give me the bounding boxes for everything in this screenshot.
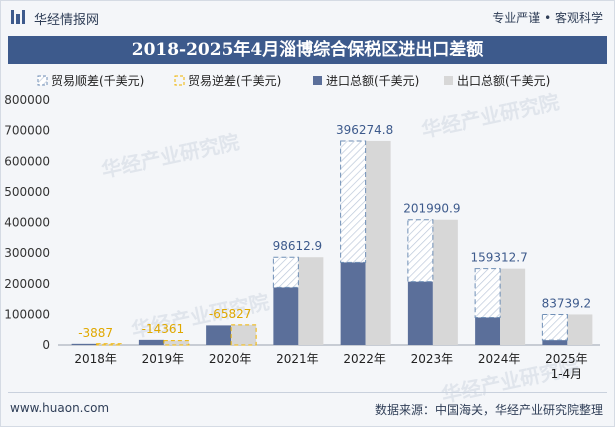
legend-swatch-import xyxy=(313,76,322,85)
header: 华经情报网 专业严谨 • 客观科学 xyxy=(0,0,615,34)
export-bar xyxy=(298,257,324,345)
legend-label: 贸易逆差(千美元) xyxy=(188,73,281,88)
brand-name: 华经情报网 xyxy=(34,13,100,28)
y-tick-label: 700000 xyxy=(4,124,50,138)
export-bar xyxy=(96,343,122,345)
import-bar xyxy=(340,262,366,345)
import-bar xyxy=(71,343,97,345)
import-bar xyxy=(542,340,568,345)
import-bar xyxy=(475,317,501,345)
import-bar xyxy=(273,287,299,345)
x-tick-label: 2020年 xyxy=(209,352,252,366)
x-tick-label: 2025年 xyxy=(545,352,588,366)
x-tick-label: 2024年 xyxy=(478,352,521,366)
x-tick-label: 2023年 xyxy=(411,352,454,366)
surplus-bar xyxy=(541,313,568,341)
surplus-bar xyxy=(474,268,501,318)
balance-data-label: -65827 xyxy=(209,307,252,321)
legend-swatch-surplus xyxy=(37,75,48,86)
legend-swatch-deficit xyxy=(174,75,185,86)
brand-logo-icon xyxy=(11,10,25,24)
y-tick-label: 500000 xyxy=(4,185,50,199)
legend-swatch-export xyxy=(444,76,453,85)
x-tick-label: 2019年 xyxy=(142,352,185,366)
export-bar xyxy=(231,324,257,345)
import-bar xyxy=(407,281,433,345)
legend-label: 进口总额(千美元) xyxy=(326,74,419,88)
y-tick-label: 300000 xyxy=(4,246,50,260)
balance-data-label: 98612.9 xyxy=(273,239,323,253)
y-tick-label: 200000 xyxy=(4,277,50,291)
export-bar xyxy=(365,140,391,345)
y-tick-label: 100000 xyxy=(4,307,50,321)
x-tick-label: 1-4月 xyxy=(551,367,583,381)
y-tick-label: 800000 xyxy=(4,93,50,107)
balance-data-label: -3887 xyxy=(78,326,113,340)
export-bar xyxy=(163,340,189,345)
balance-data-label: 83739.2 xyxy=(542,296,592,310)
deficit-bar xyxy=(163,340,190,346)
surplus-bar xyxy=(272,256,299,288)
export-bar xyxy=(432,219,458,345)
y-tick-label: 600000 xyxy=(4,154,50,168)
y-tick-label: 400000 xyxy=(4,216,50,230)
slogan: 专业严谨 • 客观科学 xyxy=(492,11,603,25)
y-tick-label: 0 xyxy=(42,338,50,352)
balance-data-label: -14361 xyxy=(142,322,185,336)
website-link[interactable]: www.huaon.com xyxy=(10,401,110,415)
legend: 贸易顺差(千美元) 贸易逆差(千美元) 进口总额(千美元) 出口总额(千美元) xyxy=(37,73,550,88)
balance-data-label: 396274.8 xyxy=(336,123,393,137)
deficit-bar xyxy=(96,343,123,346)
footer-divider xyxy=(8,392,607,393)
data-source: 数据来源：中国海关，华经产业研究院整理 xyxy=(374,403,603,417)
balance-data-label: 159312.7 xyxy=(470,251,527,265)
surplus-bar xyxy=(407,219,434,283)
x-tick-label: 2018年 xyxy=(74,352,117,366)
export-bar xyxy=(567,314,593,345)
data-labels: -3887 -14361 -65827 98612.9 396274.8 201990.9… xyxy=(78,123,591,340)
legend-label: 贸易顺差(千美元) xyxy=(51,74,144,88)
deficit-bar xyxy=(230,324,257,346)
x-tick-label: 2022年 xyxy=(343,352,386,366)
x-axis: 2018年 2019年 2020年 2021年 2022年 2023年 2024年 2025年… xyxy=(74,352,587,381)
surplus-bar xyxy=(340,140,367,263)
y-axis: 0 100000 200000 300000 400000 500000 600000 700… xyxy=(4,93,600,352)
import-bar xyxy=(138,339,164,345)
chart-title: 2018-2025年4月淄博综合保税区进出口差额 xyxy=(8,36,607,64)
bars xyxy=(71,140,593,346)
legend-label: 出口总额(千美元) xyxy=(457,74,550,88)
x-tick-label: 2021年 xyxy=(276,352,319,366)
import-bar xyxy=(206,325,232,345)
balance-data-label: 201990.9 xyxy=(403,202,460,216)
export-bar xyxy=(500,268,526,345)
